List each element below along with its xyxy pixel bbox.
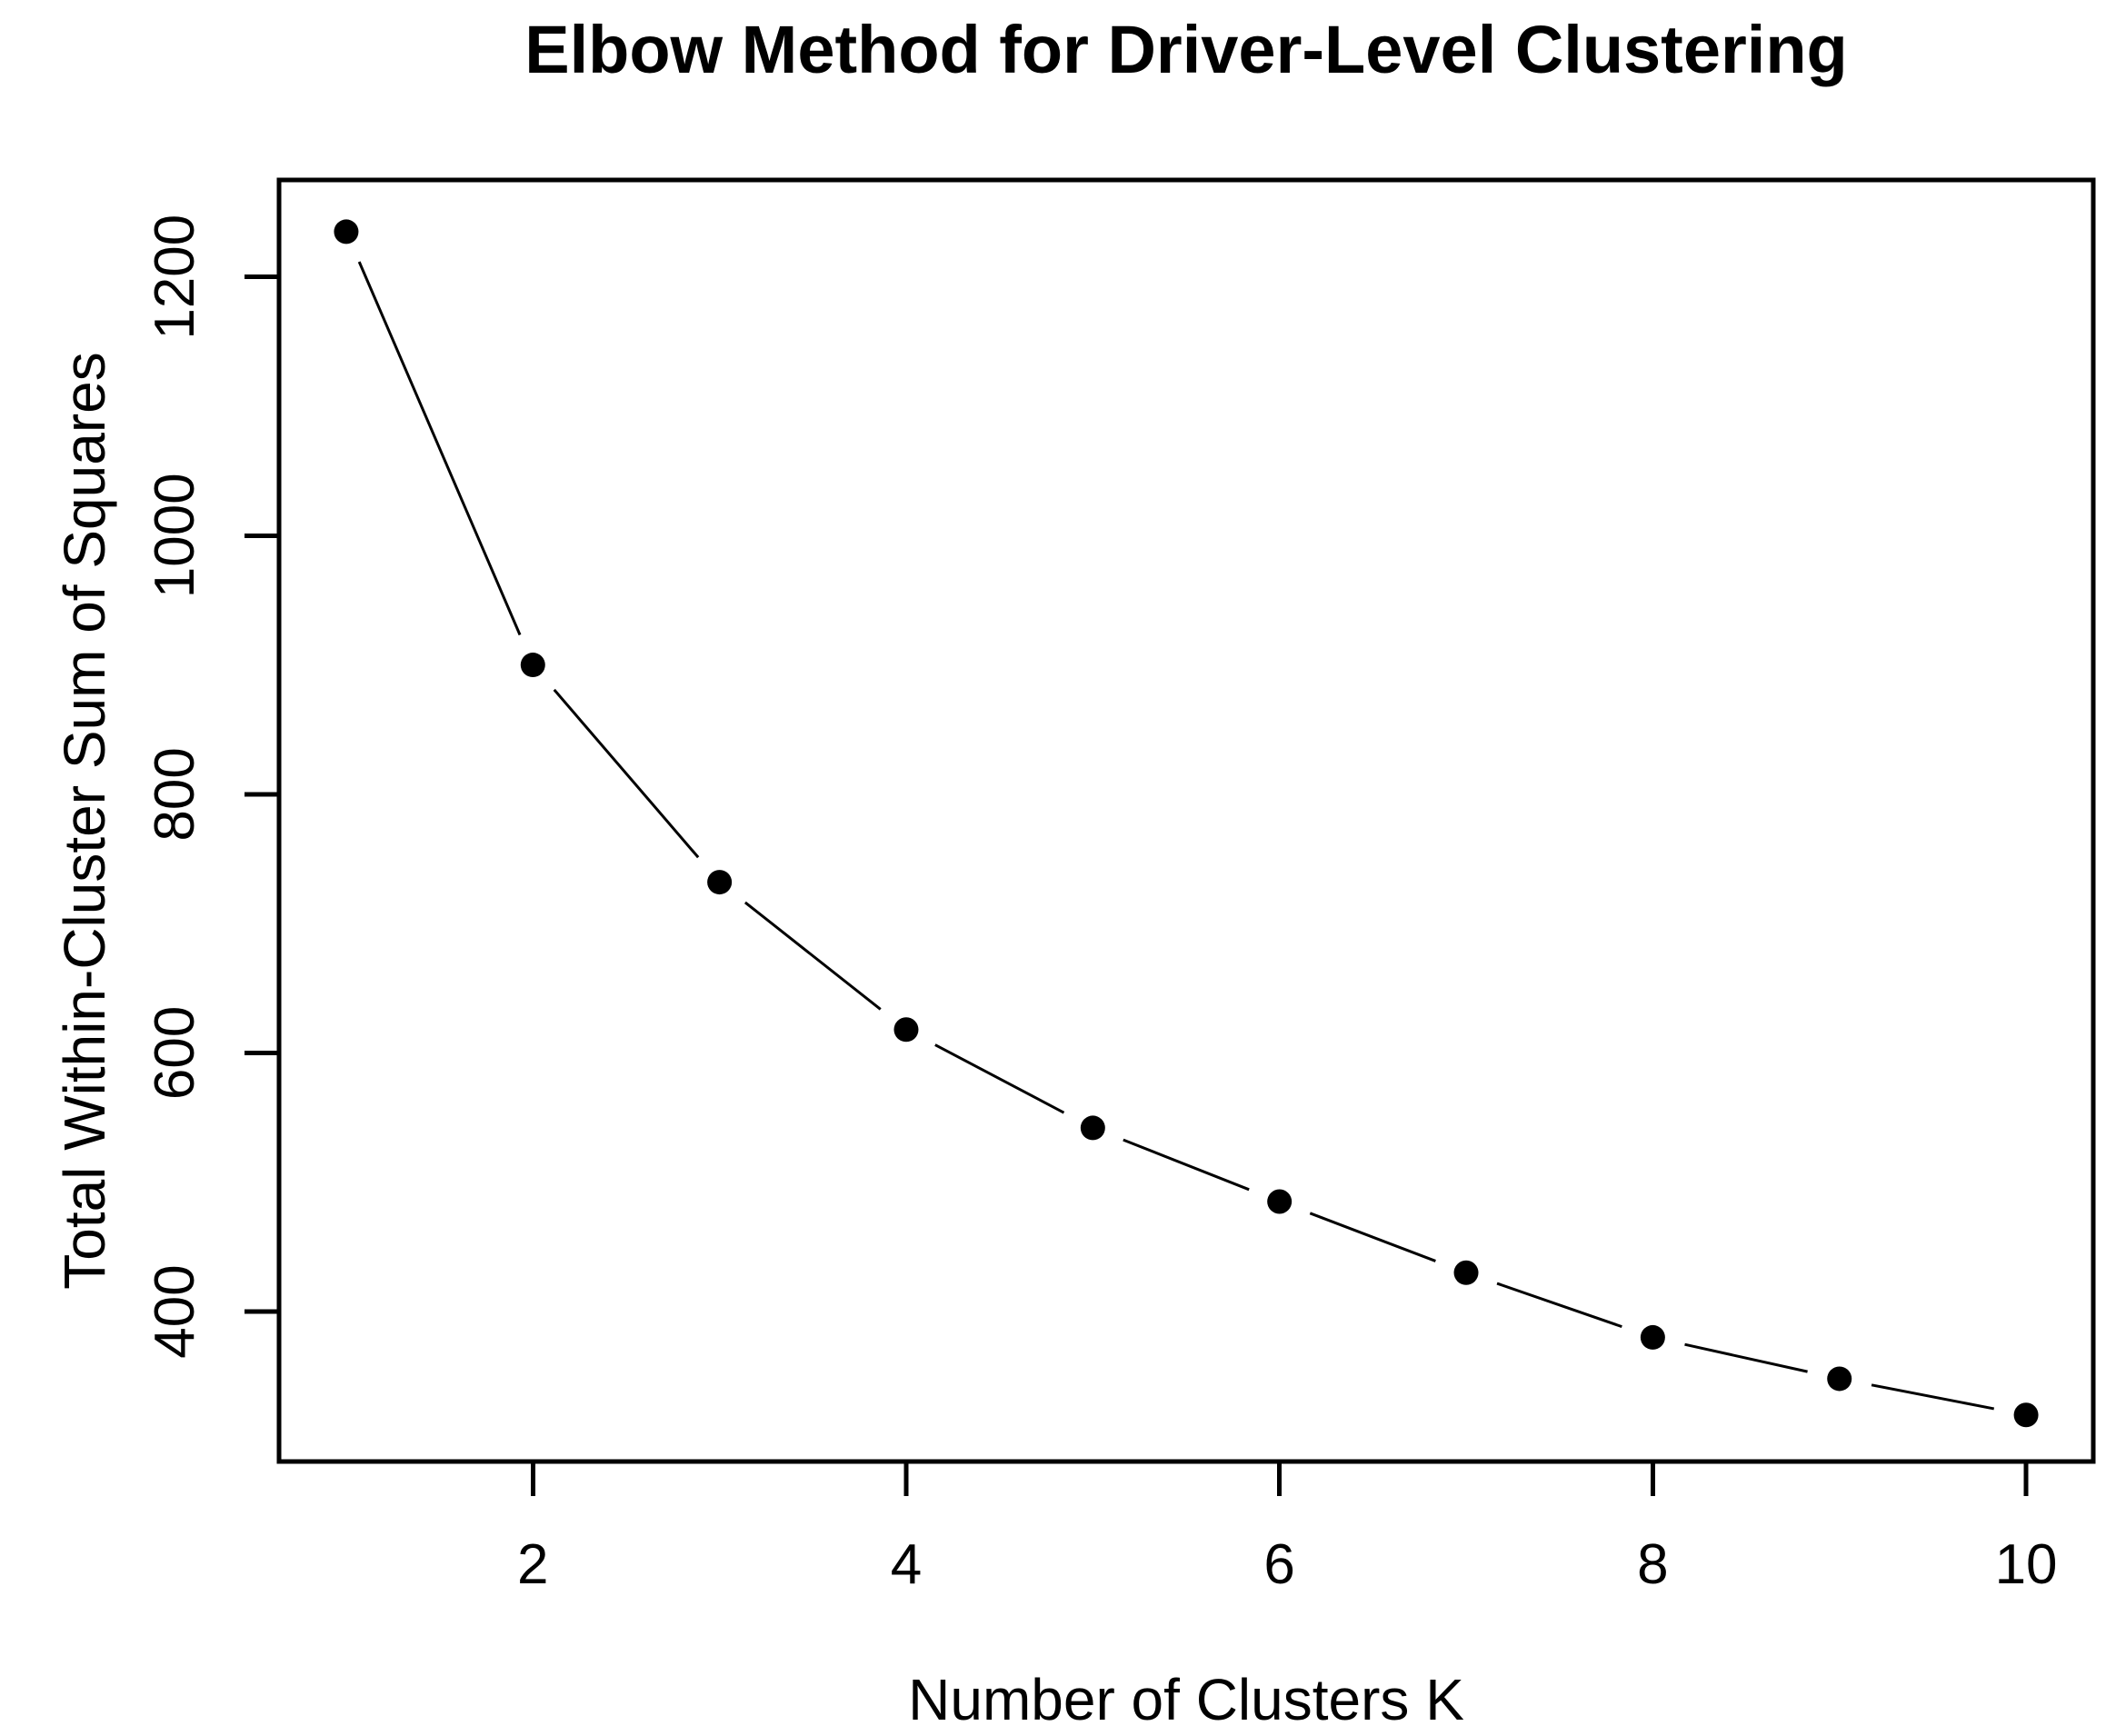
- line-segment: [934, 1043, 1065, 1114]
- y-tick-label: 400: [144, 1264, 206, 1358]
- x-axis-label: Number of Clusters K: [908, 1667, 1464, 1732]
- line-segment: [1496, 1282, 1622, 1329]
- line-segment: [744, 901, 882, 1011]
- x-axis-ticks: 2 4 6 8 10: [517, 1462, 2058, 1596]
- y-axis-ticks: 400 600 800 1000 1200: [144, 215, 279, 1359]
- data-point: [1267, 1189, 1293, 1214]
- x-tick-label: 2: [517, 1533, 548, 1596]
- y-axis-label: Total Within-Cluster Sum of Squares: [52, 352, 117, 1290]
- line-segment: [357, 261, 522, 636]
- data-point: [520, 653, 545, 678]
- y-tick-label: 1200: [144, 215, 206, 340]
- data-line: [357, 261, 1995, 1411]
- data-point: [893, 1017, 919, 1043]
- plot-border: [276, 177, 2096, 1464]
- line-segment: [1684, 1342, 1808, 1373]
- line-segment: [553, 688, 700, 859]
- line-segment: [1123, 1138, 1250, 1192]
- y-tick-label: 600: [144, 1006, 206, 1100]
- x-tick-label: 6: [1263, 1533, 1294, 1596]
- y-tick-label: 800: [144, 747, 206, 841]
- x-tick-label: 4: [891, 1533, 922, 1596]
- data-point: [1640, 1324, 1665, 1350]
- data-point: [1453, 1260, 1479, 1285]
- line-segment: [1309, 1212, 1436, 1262]
- x-tick-label: 10: [1995, 1533, 2058, 1596]
- data-point: [334, 219, 359, 244]
- x-tick-label: 8: [1637, 1533, 1668, 1596]
- data-point: [1080, 1115, 1105, 1141]
- data-point: [707, 870, 733, 895]
- data-point: [2013, 1402, 2039, 1428]
- data-point: [1827, 1366, 1852, 1392]
- chart-title: Elbow Method for Driver-Level Clustering: [524, 12, 1848, 87]
- data-points: [334, 219, 2039, 1428]
- y-tick-label: 1000: [144, 473, 206, 598]
- line-segment: [1871, 1383, 1995, 1411]
